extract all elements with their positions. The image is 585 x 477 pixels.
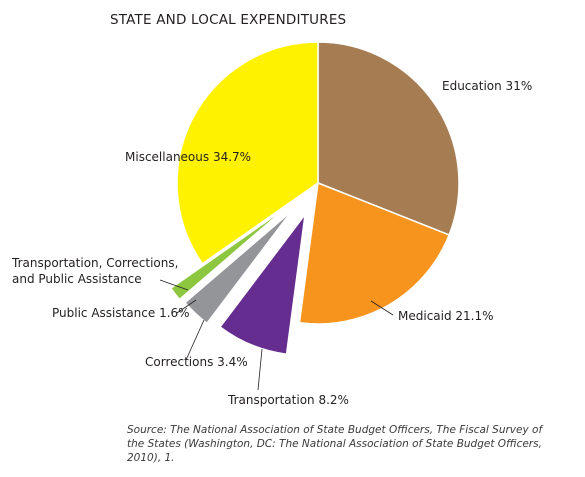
leader-line: [185, 319, 205, 361]
source-note: Source: The National Association of Stat…: [127, 424, 543, 464]
chart-title: STATE AND LOCAL EXPENDITURES: [110, 12, 347, 28]
leader-line: [159, 279, 189, 291]
pie-slice: [298, 181, 451, 325]
leader-line: [257, 348, 263, 391]
pie-slice: [184, 210, 293, 325]
pie-slice: [176, 41, 319, 265]
leader-line: [176, 299, 197, 314]
group-label: Transportation, Corrections, and Public A…: [11, 256, 178, 286]
slice-label: Public Assistance 1.6%: [52, 306, 190, 320]
pie-slice: [317, 41, 460, 236]
pie-slice: [219, 211, 307, 356]
slice-label: Corrections 3.4%: [145, 355, 248, 369]
leader-line: [370, 300, 394, 316]
slice-label: Education 31%: [442, 79, 532, 93]
pie-slice: [169, 206, 287, 301]
slice-label: Miscellaneous 34.7%: [125, 150, 251, 164]
slice-label: Transportation 8.2%: [227, 393, 349, 407]
slice-label: Medicaid 21.1%: [398, 309, 494, 323]
